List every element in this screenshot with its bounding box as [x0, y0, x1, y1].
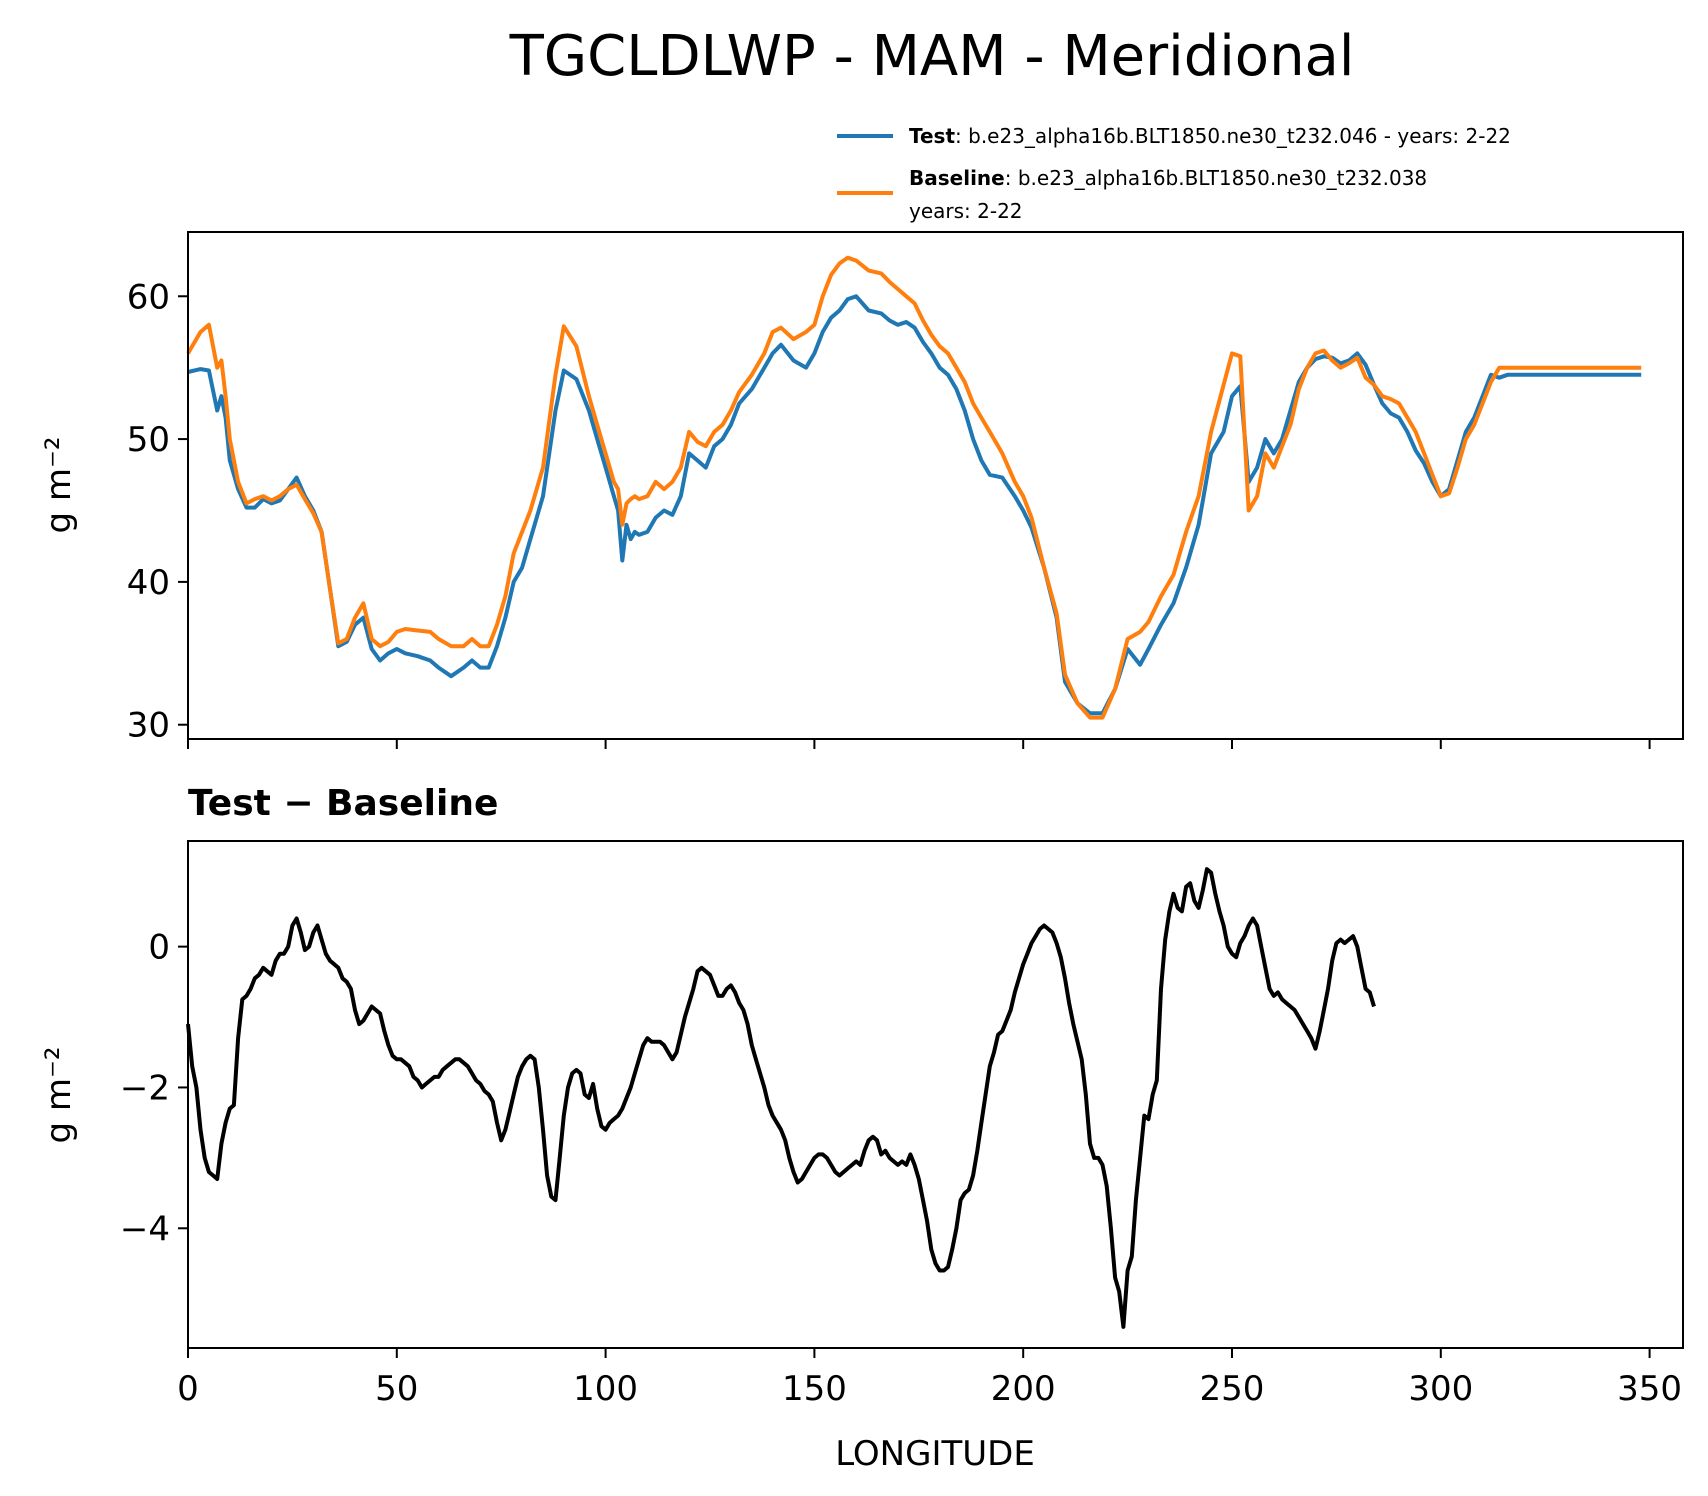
legend-test-sep: : [955, 124, 968, 148]
top-x-ticks [187, 739, 1651, 749]
bottom-series-group [186, 867, 1376, 1329]
top-y-tick-label: 30 [127, 706, 170, 746]
bottom-plot-frame [187, 840, 1684, 1349]
top-y-tick-label: 60 [127, 277, 170, 317]
legend-baseline-sep: : [1005, 166, 1018, 190]
bottom-y-tick-label: −4 [120, 1209, 170, 1249]
x-tick-label: 150 [782, 1369, 847, 1409]
legend-baseline-desc: b.e23_alpha16b.BLT1850.ne30_t232.038 [1018, 166, 1427, 190]
chart-title: TGCLDLWP - MAM - Meridional [509, 24, 1355, 89]
top-y-axis-label: g m⁻² [39, 436, 79, 533]
top-y-tick-label: 40 [127, 563, 170, 603]
bottom-y-tick-label: 0 [148, 928, 170, 968]
x-tick-label: 350 [1617, 1369, 1682, 1409]
x-axis-label: LONGITUDE [835, 1434, 1035, 1474]
legend: Test: b.e23_alpha16b.BLT1850.ne30_t232.0… [837, 124, 1511, 223]
bottom-panel: Test − Baseline −4 −2 0 0 50 100 150 200 250 300… [39, 783, 1684, 1474]
x-tick-label: 0 [177, 1369, 199, 1409]
x-tick-label: 250 [1200, 1369, 1265, 1409]
bottom-x-ticks: 0 50 100 150 200 250 300 350 [177, 1348, 1682, 1409]
bottom-panel-title: Test − Baseline [188, 783, 498, 824]
bottom-y-tick-label: −2 [120, 1068, 170, 1108]
bottom-y-ticks: −4 −2 0 [120, 928, 188, 1249]
legend-test-entry: Test: b.e23_alpha16b.BLT1850.ne30_t232.0… [909, 124, 1511, 148]
top-series-group [186, 255, 1642, 720]
top-panel: 30 40 50 60 g m⁻² [39, 231, 1684, 749]
legend-baseline-years: years: 2-22 [909, 199, 1023, 223]
x-tick-label: 200 [991, 1369, 1056, 1409]
legend-test-desc: b.e23_alpha16b.BLT1850.ne30_t232.046 - y… [968, 124, 1511, 148]
legend-baseline-entry: Baseline: b.e23_alpha16b.BLT1850.ne30_t2… [909, 166, 1427, 190]
legend-baseline-name: Baseline [909, 166, 1005, 190]
x-tick-label: 50 [375, 1369, 418, 1409]
top-plot-frame [187, 231, 1684, 740]
x-tick-label: 300 [1408, 1369, 1473, 1409]
x-tick-label: 100 [573, 1369, 638, 1409]
bottom-y-axis-label: g m⁻² [39, 1046, 79, 1143]
top-y-ticks: 30 40 50 60 [127, 277, 188, 746]
top-series-line-test [187, 294, 1642, 716]
legend-test-name: Test [909, 124, 955, 148]
top-series-line-baseline [186, 255, 1642, 720]
top-y-tick-label: 50 [127, 420, 170, 460]
bottom-series-line-test-baseline [186, 867, 1376, 1329]
